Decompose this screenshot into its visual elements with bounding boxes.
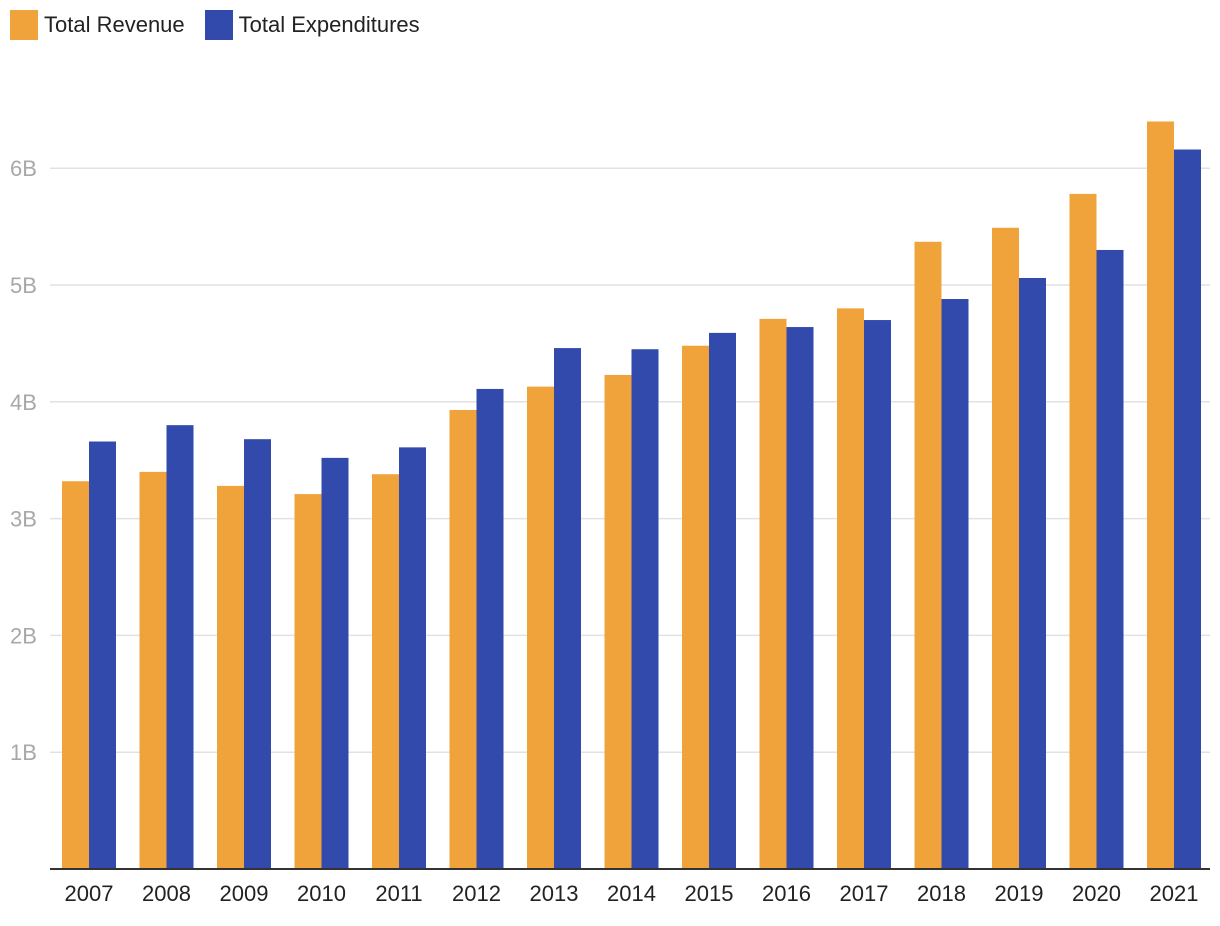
x-tick-label: 2014 xyxy=(607,881,656,906)
x-tick-label: 2020 xyxy=(1072,881,1121,906)
bar-revenue-2013[interactable] xyxy=(527,386,554,869)
legend-swatch-revenue xyxy=(10,10,38,40)
y-tick-label: 3B xyxy=(10,507,37,532)
bar-expenditures-2016[interactable] xyxy=(786,327,814,870)
x-tick-label: 2009 xyxy=(220,881,269,906)
legend-item-revenue[interactable]: Total Revenue xyxy=(10,10,185,40)
bar-expenditures-2009[interactable] xyxy=(244,439,271,869)
bar-revenue-2010[interactable] xyxy=(294,494,322,869)
x-tick-label: 2011 xyxy=(375,881,422,906)
bar-revenue-2020[interactable] xyxy=(1069,193,1097,869)
legend-swatch-expenditures xyxy=(204,10,233,40)
bar-revenue-2018[interactable] xyxy=(914,241,942,869)
x-tick-label: 2008 xyxy=(142,881,191,906)
bar-expenditures-2008[interactable] xyxy=(166,425,194,869)
bar-expenditures-2011[interactable] xyxy=(399,447,426,869)
bar-expenditures-2015[interactable] xyxy=(709,332,736,869)
bar-revenue-2017[interactable] xyxy=(837,308,864,869)
y-tick-label: 5B xyxy=(10,273,37,298)
x-tick-label: 2016 xyxy=(762,881,811,906)
bar-expenditures-2013[interactable] xyxy=(554,348,581,869)
legend-item-expenditures[interactable]: Total Expenditures xyxy=(204,10,420,40)
legend-label-expenditures: Total Expenditures xyxy=(238,12,420,37)
x-tick-label: 2019 xyxy=(995,881,1044,906)
bar-expenditures-2014[interactable] xyxy=(631,349,659,869)
bar-revenue-2014[interactable] xyxy=(604,374,632,869)
y-tick-label: 2B xyxy=(10,623,37,648)
bar-revenue-2012[interactable] xyxy=(449,409,477,869)
bar-expenditures-2012[interactable] xyxy=(476,388,504,869)
bar-expenditures-2010[interactable] xyxy=(321,457,349,869)
bar-revenue-2008[interactable] xyxy=(139,471,167,869)
bar-revenue-2016[interactable] xyxy=(759,318,787,869)
bar-expenditures-2019[interactable] xyxy=(1019,277,1046,869)
y-tick-label: 6B xyxy=(10,156,37,181)
y-tick-label: 1B xyxy=(10,740,37,765)
legend: Total Revenue Total Expenditures xyxy=(10,10,440,40)
bar-expenditures-2007[interactable] xyxy=(89,441,116,869)
bar-revenue-2019[interactable] xyxy=(992,227,1019,869)
x-tick-label: 2010 xyxy=(297,881,346,906)
bar-revenue-2009[interactable] xyxy=(217,485,244,869)
x-tick-label: 2012 xyxy=(452,881,501,906)
legend-label-revenue: Total Revenue xyxy=(44,12,185,37)
bar-expenditures-2018[interactable] xyxy=(941,299,969,869)
x-tick-label: 2021 xyxy=(1150,881,1199,906)
bar-revenue-2015[interactable] xyxy=(682,345,709,870)
bar-revenue-2007[interactable] xyxy=(62,481,89,869)
x-tick-label: 2018 xyxy=(917,881,966,906)
x-tick-label: 2013 xyxy=(530,881,579,906)
bar-expenditures-2017[interactable] xyxy=(864,320,891,869)
bar-revenue-2021[interactable] xyxy=(1147,121,1174,870)
x-tick-label: 2007 xyxy=(65,881,114,906)
bar-revenue-2011[interactable] xyxy=(372,474,399,869)
bar-expenditures-2020[interactable] xyxy=(1096,249,1124,869)
bar-expenditures-2021[interactable] xyxy=(1174,149,1201,870)
x-tick-label: 2017 xyxy=(840,881,889,906)
x-tick-label: 2015 xyxy=(685,881,734,906)
y-tick-label: 4B xyxy=(10,390,37,415)
